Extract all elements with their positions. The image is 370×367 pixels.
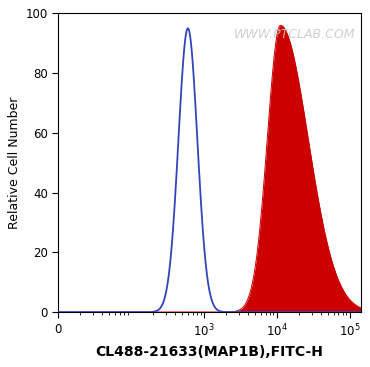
Y-axis label: Relative Cell Number: Relative Cell Number: [9, 97, 21, 229]
Text: WWW.PTCLAB.COM: WWW.PTCLAB.COM: [233, 28, 355, 41]
X-axis label: CL488-21633(MAP1B),FITC-H: CL488-21633(MAP1B),FITC-H: [95, 345, 323, 359]
